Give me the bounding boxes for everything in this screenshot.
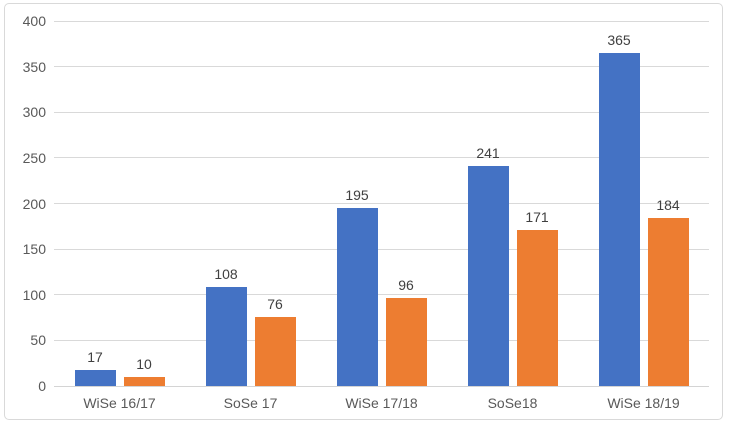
chart-frame-border	[4, 3, 723, 420]
